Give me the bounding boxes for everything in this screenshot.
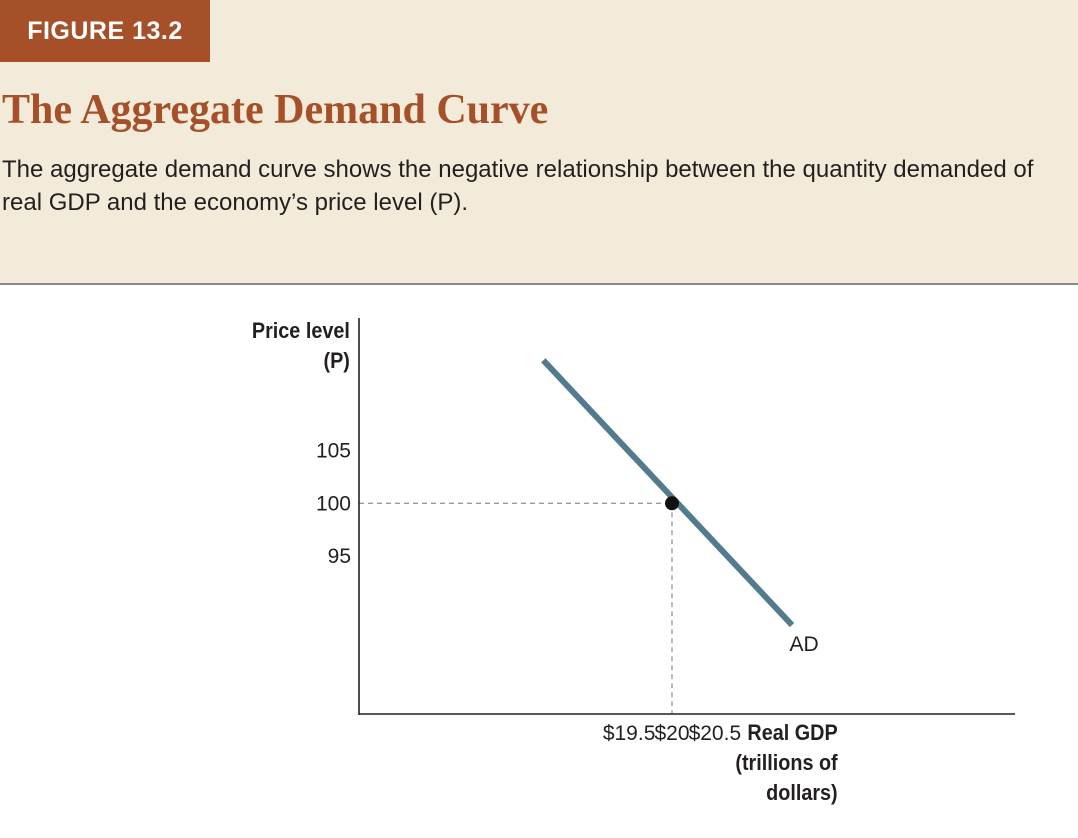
header-divider <box>0 283 1078 285</box>
equilibrium-point <box>664 496 679 511</box>
figure-label: FIGURE 13.2 <box>0 0 210 62</box>
x-tick-label: $20 <box>654 722 689 745</box>
figure-title: The Aggregate Demand Curve <box>2 87 549 133</box>
y-axis-label-line-2: (P) <box>323 348 350 373</box>
reference-lines <box>359 502 673 714</box>
ad-curve-label: AD <box>789 633 818 656</box>
y-tick-label: 100 <box>316 492 351 515</box>
y-axis-label-line-1: Price level <box>252 318 350 343</box>
chart-ticks: 105 100 95 $19.5 $20 $20.5 <box>316 439 741 745</box>
x-tick-label: $20.5 <box>689 722 742 745</box>
y-tick-label: 95 <box>328 545 351 568</box>
ad-curve <box>541 358 795 628</box>
x-axis-label-line-1: Real GDP <box>747 720 838 745</box>
x-axis-label-line-2: (trillions of <box>735 750 838 775</box>
figure-caption: The aggregate demand curve shows the neg… <box>2 156 1034 216</box>
y-axis-label: Price level (P) <box>252 316 350 376</box>
chart-series: AD <box>541 358 819 656</box>
x-axis-label-line-3: dollars) <box>766 780 838 805</box>
y-tick-label: 105 <box>316 439 351 462</box>
x-axis-label: Real GDP (trillions of dollars) <box>736 718 838 808</box>
figure-header: FIGURE 13.2 The Aggregate Demand Curve T… <box>0 0 1078 283</box>
chart-axes <box>358 318 1015 715</box>
x-tick-label: $19.5 <box>603 722 656 745</box>
